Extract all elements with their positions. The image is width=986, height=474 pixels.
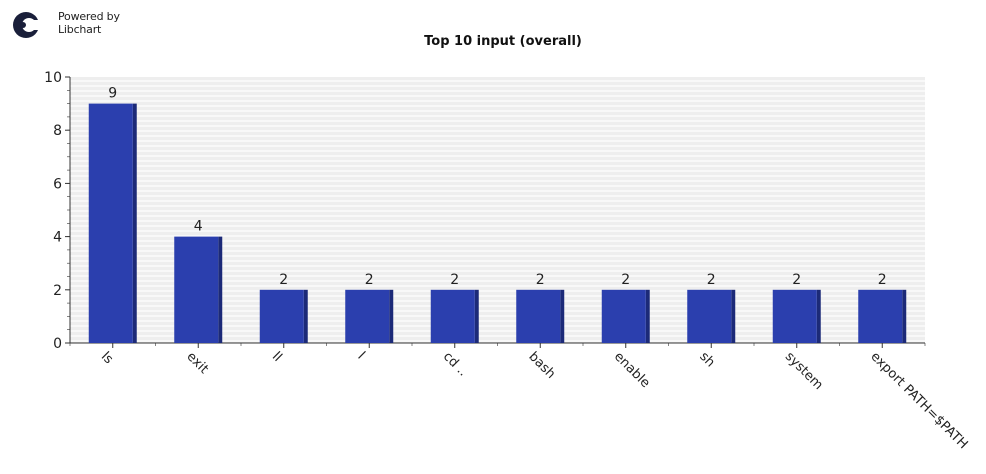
bar-shadow	[645, 289, 650, 343]
bar	[516, 289, 561, 343]
y-tick-label: 0	[53, 336, 62, 352]
bar-shadow	[303, 289, 308, 343]
bar-value-label: 2	[279, 272, 288, 288]
y-tick-label: 10	[44, 70, 62, 86]
bar	[858, 289, 903, 343]
bar	[174, 236, 219, 343]
bar-shadow	[560, 289, 565, 343]
libchart-logo: Powered by Libchart	[10, 8, 150, 48]
bar-shadow	[218, 236, 223, 343]
bars	[88, 103, 907, 343]
bar-value-label: 2	[792, 272, 801, 288]
bar-shadow	[731, 289, 736, 343]
y-tick-label: 2	[53, 283, 62, 299]
y-tick-label: 6	[53, 176, 62, 192]
logo-text: Powered by Libchart	[58, 10, 120, 36]
x-category-label: enable	[611, 349, 653, 391]
bar-value-label: 2	[450, 272, 459, 288]
x-category-label: system	[782, 349, 826, 393]
bar-shadow	[902, 289, 907, 343]
bar-value-label: 2	[878, 272, 887, 288]
bar-value-label: 2	[621, 272, 630, 288]
bar-value-label: 9	[108, 86, 117, 102]
y-tick-label: 8	[53, 123, 62, 139]
x-category-label: l	[354, 349, 367, 362]
logo-line-powered: Powered by	[58, 10, 120, 23]
y-tick-label: 4	[53, 230, 62, 246]
x-category-label: exit	[183, 349, 211, 377]
x-category-label: export PATH=$PATH	[867, 349, 970, 452]
x-category-label: ls	[98, 349, 116, 367]
bar-shadow	[389, 289, 394, 343]
chart-title: Top 10 input (overall)	[424, 34, 582, 49]
bar-value-label: 2	[365, 272, 374, 288]
bar-value-label: 4	[194, 219, 203, 235]
bar	[601, 289, 646, 343]
bar	[430, 289, 475, 343]
x-category-label: sh	[696, 349, 717, 370]
libchart-logo-icon	[13, 12, 41, 38]
x-category-label: cd ..	[440, 349, 470, 379]
bar	[88, 103, 133, 343]
x-category-label: ll	[269, 349, 285, 365]
bar	[687, 289, 732, 343]
bar	[345, 289, 390, 343]
x-category-label: bash	[525, 349, 558, 382]
bar	[259, 289, 304, 343]
bar-value-label: 2	[536, 272, 545, 288]
bar-shadow	[474, 289, 479, 343]
bar	[772, 289, 817, 343]
bar-value-label: 2	[707, 272, 716, 288]
bar-shadow	[816, 289, 821, 343]
bar-shadow	[132, 103, 137, 343]
logo-line-libchart: Libchart	[58, 23, 102, 36]
